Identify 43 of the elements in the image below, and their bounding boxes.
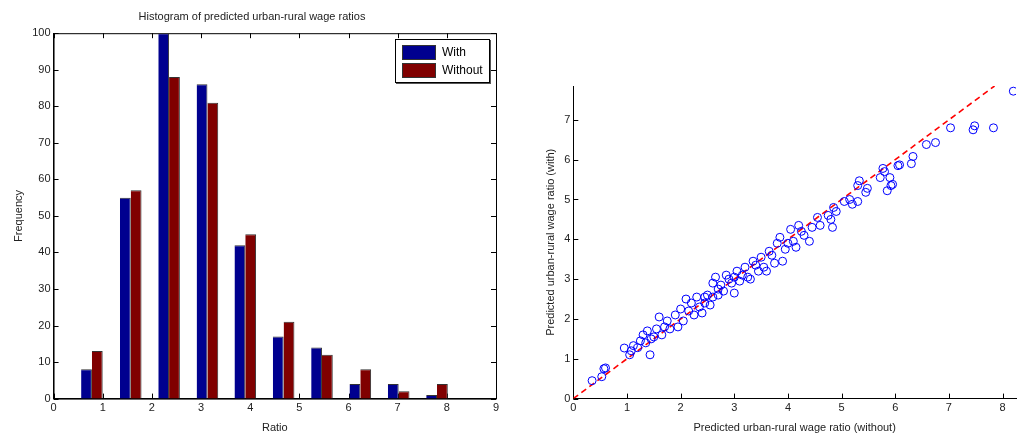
x-axis-title: Predicted urban-rural wage ratio (without) [693,421,896,434]
y-axis-title: Frequency [11,189,24,242]
y-tick-label: 2 [564,311,571,324]
y-tick-label: 10 [38,355,51,368]
x-tick-label: 9 [492,401,500,414]
y-tick-label: 0 [44,391,51,404]
y-tick-label: 7 [564,112,571,125]
x-tick-label: 1 [623,401,631,414]
x-tick-label: 7 [394,401,401,414]
y-tick-label: 90 [38,62,51,75]
legend-label: With [442,45,466,60]
legend-label: Without [442,63,483,78]
y-tick-label: 70 [38,135,51,148]
x-tick-label: 8 [443,401,450,414]
x-tick-label: 5 [838,401,845,414]
y-tick-label: 100 [32,26,51,39]
chart-title: Histogram of predicted urban-rural wage ratios [138,9,366,22]
y-tick-label: 30 [38,282,51,295]
x-tick-label: 2 [677,401,684,414]
y-tick-label: 4 [564,232,571,245]
y-tick-label: 5 [564,192,571,205]
x-tick-label: 6 [892,401,899,414]
y-tick-label: 50 [38,208,51,221]
x-tick-label: 6 [345,401,352,414]
x-axis-title: Ratio [261,421,288,434]
y-tick-label: 6 [564,152,571,165]
x-tick-label: 7 [945,401,952,414]
x-tick-label: 3 [197,401,205,414]
x-tick-label: 8 [999,401,1006,414]
y-tick-label: 1 [564,351,571,364]
x-tick-label: 2 [148,401,155,414]
x-tick-label: 3 [731,401,738,414]
y-tick-label: 80 [38,99,51,112]
x-tick-label: 4 [247,401,254,414]
y-tick-label: 20 [38,318,51,331]
x-tick-label: 4 [784,401,792,414]
y-tick-label: 3 [564,272,571,285]
y-axis-title: Predicted urban-rural wage ratio (with) [543,148,556,336]
y-tick-label: 0 [564,391,571,404]
x-tick-label: 5 [296,401,303,414]
y-tick-label: 60 [38,172,51,185]
y-tick-label: 40 [38,245,51,258]
x-tick-label: 1 [99,401,106,414]
